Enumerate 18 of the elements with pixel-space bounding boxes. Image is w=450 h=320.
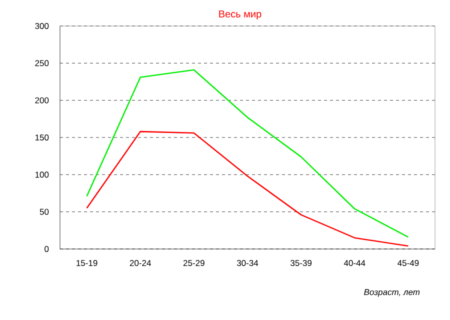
chart-title: Весь мир	[219, 10, 262, 20]
x-tick-label: 15-19	[76, 260, 98, 266]
x-tick-label: 45-49	[398, 260, 419, 266]
y-tick-label: 250	[35, 60, 49, 66]
y-tick-label: 150	[35, 134, 49, 140]
y-tick-label: 300	[35, 22, 49, 29]
y-tick-label: 0	[44, 246, 49, 252]
x-axis-title: Возраст, лет	[364, 289, 420, 297]
x-tick-label: 30-34	[236, 260, 258, 266]
line-series	[86, 69, 409, 238]
x-tick-label: 40-44	[344, 260, 366, 266]
x-tick-label: 20-24	[130, 260, 151, 266]
y-tick-label: 100	[35, 172, 49, 178]
line-series	[86, 130, 409, 247]
y-tick-label: 50	[40, 208, 49, 215]
y-tick-label: 200	[35, 97, 49, 104]
x-tick-label: 35-39	[290, 260, 312, 266]
x-tick-label: 25-29	[183, 260, 204, 266]
